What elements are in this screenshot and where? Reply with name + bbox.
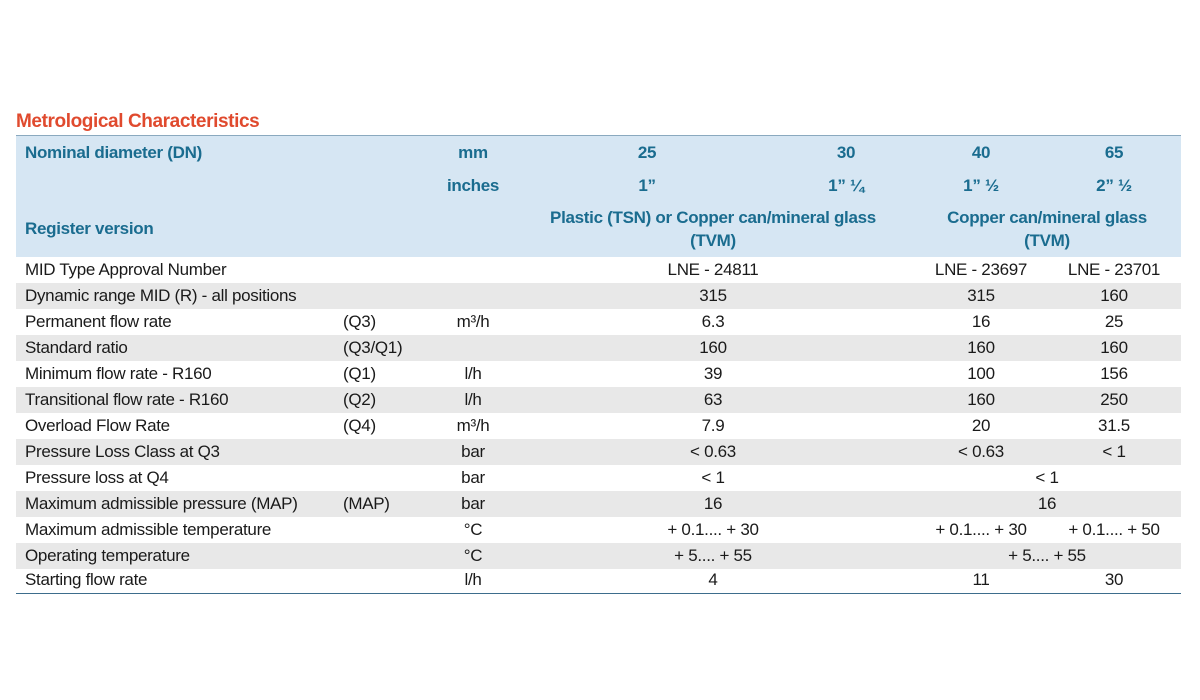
dn-30-mm: 30: [836, 143, 856, 162]
value-dn65: 25: [1104, 312, 1124, 331]
value-dn25-30: 315: [699, 286, 727, 305]
value-dn40: LNE - 23697: [934, 260, 1028, 279]
value-dn25-30: 16: [703, 494, 723, 513]
bottom-rule: [16, 593, 1181, 594]
value-dn25-30: + 5.... + 55: [674, 546, 752, 565]
unit-mm-label: mm: [458, 143, 488, 162]
table-row: Minimum flow rate - R160 (Q1) l/h 39 100…: [16, 361, 1181, 387]
table-row: Transitional flow rate - R160 (Q2) l/h 6…: [16, 387, 1181, 413]
value-dn25-30: < 1: [701, 468, 725, 487]
register-copper-line1: Copper can/mineral glass: [947, 208, 1147, 227]
nominal-diameter-label: Nominal diameter (DN): [25, 143, 202, 162]
value-dn40: 16: [971, 312, 991, 331]
value-dn65: LNE - 23701: [1067, 260, 1161, 279]
value-dn65: 156: [1100, 364, 1128, 383]
row-unit: m³/h: [456, 312, 490, 331]
row-label: Standard ratio: [25, 338, 128, 357]
value-dn25-30: 63: [703, 390, 723, 409]
register-version-label: Register version: [25, 219, 154, 238]
value-dn25-30: 39: [703, 364, 723, 383]
value-dn65: < 1: [1102, 442, 1126, 461]
row-label: Dynamic range MID (R) - all positions: [25, 286, 297, 305]
row-label: Maximum admissible temperature: [25, 520, 272, 539]
value-dn40: 160: [967, 390, 995, 409]
table-row: Dynamic range MID (R) - all positions 31…: [16, 283, 1181, 309]
row-unit: bar: [461, 494, 485, 513]
row-label: Pressure Loss Class at Q3: [25, 442, 220, 461]
row-unit: °C: [463, 546, 483, 565]
table-title: Metrological Characteristics: [16, 111, 260, 132]
table-row: Pressure Loss Class at Q3 bar < 0.63 < 0…: [16, 439, 1181, 465]
value-dn40: 315: [967, 286, 995, 305]
value-dn40-65: 16: [1037, 494, 1057, 513]
value-dn40: 160: [967, 338, 995, 357]
dn-40-inches: 1” ½: [963, 176, 999, 195]
row-label: Maximum admissible pressure (MAP): [25, 494, 298, 513]
row-unit: °C: [463, 520, 483, 539]
table-row: Standard ratio (Q3/Q1) 160 160 160: [16, 335, 1181, 361]
row-label: MID Type Approval Number: [25, 260, 227, 279]
row-label: Operating temperature: [25, 546, 190, 565]
row-unit: bar: [461, 442, 485, 461]
row-unit: bar: [461, 468, 485, 487]
row-symbol: (Q4): [343, 416, 376, 435]
dn-25-inches: 1”: [638, 176, 656, 195]
dn-40-mm: 40: [971, 143, 991, 162]
register-copper-line2: (TVM): [1024, 231, 1070, 250]
dn-65-mm: 65: [1104, 143, 1124, 162]
row-label: Minimum flow rate - R160: [25, 364, 212, 383]
value-dn40: 100: [967, 364, 995, 383]
dn-25-mm: 25: [637, 143, 657, 162]
value-dn25-30: 4: [708, 570, 718, 589]
register-plastic-line2: (TVM): [690, 231, 736, 250]
dn-30-inches: 1” ¼: [828, 176, 864, 195]
value-dn40: 11: [972, 570, 990, 589]
value-dn65: 31.5: [1098, 416, 1130, 435]
row-symbol: (Q3): [343, 312, 376, 331]
table-row: Permanent flow rate (Q3) m³/h 6.3 16 25: [16, 309, 1181, 335]
top-rule: [16, 135, 1181, 136]
row-symbol: (Q2): [343, 390, 376, 409]
table-header: Nominal diameter (DN) mm 25 30 40 65 inc…: [16, 136, 1181, 257]
row-symbol: (Q3/Q1): [343, 338, 403, 357]
unit-inches-label: inches: [446, 176, 500, 195]
table-row: MID Type Approval Number LNE - 24811 LNE…: [16, 257, 1181, 283]
value-dn40: < 0.63: [958, 442, 1004, 461]
register-plastic-line1: Plastic (TSN) or Copper can/mineral glas…: [550, 208, 876, 227]
table-row: Maximum admissible temperature °C + 0.1.…: [16, 517, 1181, 543]
table-row: Overload Flow Rate (Q4) m³/h 7.9 20 31.5: [16, 413, 1181, 439]
table-row: Starting flow rate l/h 4 11 30: [16, 567, 1181, 593]
row-label: Transitional flow rate - R160: [25, 390, 229, 409]
table-row: Maximum admissible pressure (MAP) (MAP) …: [16, 491, 1181, 517]
value-dn40: + 0.1.... + 30: [935, 520, 1027, 539]
value-dn40: 20: [971, 416, 991, 435]
value-dn65: 250: [1100, 390, 1128, 409]
dn-65-inches: 2” ½: [1096, 176, 1132, 195]
value-dn65: + 0.1.... + 50: [1068, 520, 1160, 539]
value-dn65: 30: [1104, 570, 1124, 589]
value-dn25-30: 7.9: [701, 416, 725, 435]
value-dn25-30: + 0.1.... + 30: [667, 520, 759, 539]
table-row: Pressure loss at Q4 bar < 1 < 1: [16, 465, 1181, 491]
value-dn65: 160: [1100, 338, 1128, 357]
value-dn25-30: 160: [699, 338, 727, 357]
value-dn25-30: < 0.63: [690, 442, 736, 461]
row-unit: l/h: [464, 390, 482, 409]
row-unit: l/h: [464, 570, 482, 589]
value-dn40-65: + 5.... + 55: [1008, 546, 1086, 565]
row-label: Starting flow rate: [25, 570, 148, 589]
row-label: Overload Flow Rate: [25, 416, 170, 435]
value-dn25-30: 6.3: [701, 312, 725, 331]
row-symbol: (Q1): [343, 364, 376, 383]
value-dn40-65: < 1: [1035, 468, 1059, 487]
value-dn25-30: LNE - 24811: [667, 260, 759, 279]
row-label: Pressure loss at Q4: [25, 468, 169, 487]
row-symbol: (MAP): [343, 494, 390, 513]
row-unit: l/h: [464, 364, 482, 383]
row-unit: m³/h: [456, 416, 490, 435]
table-row: Operating temperature °C + 5.... + 55 + …: [16, 543, 1181, 569]
value-dn65: 160: [1100, 286, 1128, 305]
row-label: Permanent flow rate: [25, 312, 172, 331]
